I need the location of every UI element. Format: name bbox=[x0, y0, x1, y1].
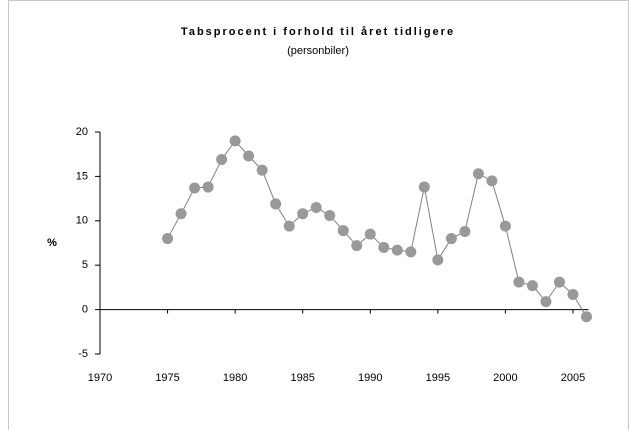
data-point bbox=[175, 208, 187, 220]
data-point bbox=[405, 246, 417, 258]
x-tick-label: 1975 bbox=[155, 372, 179, 384]
data-point bbox=[513, 276, 525, 288]
data-point bbox=[229, 135, 241, 147]
data-point bbox=[162, 233, 174, 245]
data-point bbox=[378, 241, 390, 253]
x-tick-label: 2000 bbox=[493, 372, 517, 384]
y-tick-label: 15 bbox=[76, 170, 88, 182]
x-tick-label: 1990 bbox=[358, 372, 382, 384]
data-point bbox=[270, 198, 282, 210]
data-point bbox=[202, 181, 214, 193]
data-point bbox=[243, 150, 255, 162]
y-tick-label: 20 bbox=[76, 126, 88, 138]
data-point bbox=[486, 175, 498, 187]
data-point bbox=[189, 182, 201, 194]
x-tick-label: 1995 bbox=[426, 372, 450, 384]
y-axis-label: % bbox=[47, 237, 57, 249]
data-point bbox=[364, 228, 376, 240]
data-point bbox=[324, 209, 336, 221]
data-point bbox=[283, 220, 295, 232]
series-line bbox=[167, 140, 587, 317]
data-point bbox=[310, 201, 322, 213]
chart-title: Tabsprocent i forhold til året tidligere bbox=[181, 26, 455, 38]
x-tick-label: 1970 bbox=[88, 372, 112, 384]
data-point bbox=[216, 154, 228, 166]
y-tick-label: 5 bbox=[82, 259, 88, 271]
x-tick-label: 1985 bbox=[290, 372, 314, 384]
data-point bbox=[445, 233, 457, 245]
data-point bbox=[526, 280, 538, 292]
y-tick-label: 10 bbox=[76, 215, 88, 227]
data-point bbox=[337, 225, 349, 237]
data-point bbox=[580, 311, 592, 323]
data-point bbox=[567, 289, 579, 301]
y-tick-label: 0 bbox=[82, 304, 88, 316]
chart-subtitle: (personbiler) bbox=[287, 45, 349, 57]
y-tick-label: -5 bbox=[78, 348, 88, 360]
data-point bbox=[256, 164, 268, 176]
data-point bbox=[553, 276, 565, 288]
x-tick-label: 2005 bbox=[561, 372, 585, 384]
data-point bbox=[418, 181, 430, 193]
data-point bbox=[499, 220, 511, 232]
x-tick-label: 1980 bbox=[223, 372, 247, 384]
frame bbox=[8, 0, 629, 430]
data-point bbox=[432, 254, 444, 266]
data-point bbox=[351, 240, 363, 252]
data-point bbox=[459, 225, 471, 237]
data-point bbox=[297, 208, 309, 220]
data-point bbox=[391, 244, 403, 256]
data-point bbox=[540, 296, 552, 308]
data-point bbox=[472, 168, 484, 180]
